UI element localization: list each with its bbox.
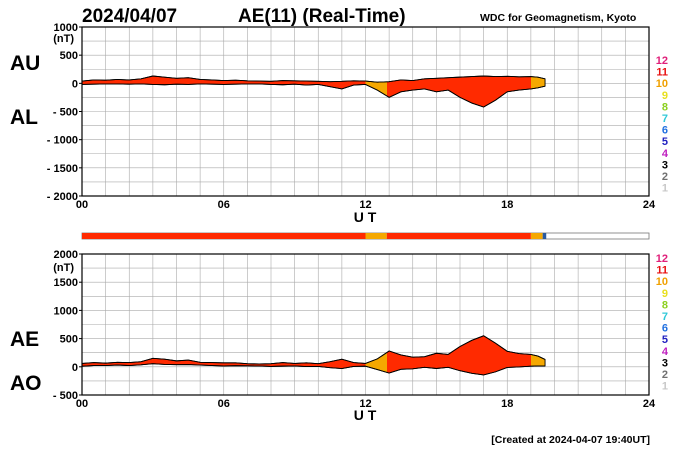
date-title: 2024/04/07 (82, 6, 177, 27)
au-al-panel: (nT) AU AL U T 1000 500 0 - 500 - 1000 - 1500… (10, 22, 656, 225)
x-tick-label: 06 (218, 398, 230, 410)
station-count-label: 11 (656, 265, 668, 277)
source-label: WDC for Geomagnetism, Kyoto (480, 12, 636, 24)
x-tick-label: 18 (501, 199, 513, 211)
y-tick-label: - 2000 (47, 191, 78, 203)
station-count-segment (542, 233, 547, 239)
y-tick-label: 1500 (54, 277, 78, 289)
index-band-bottom (81, 335, 546, 376)
station-count-label: 4 (662, 346, 669, 358)
x-tick-label: 24 (643, 199, 656, 211)
x-tick-label: 12 (359, 398, 371, 410)
x-tick-label: 18 (501, 398, 513, 410)
index-band-top (81, 75, 546, 108)
station-count-label: 2 (662, 171, 668, 183)
created-timestamp: [Created at 2024-04-07 19:40UT] (491, 434, 650, 446)
x-tick-label: 24 (643, 398, 656, 410)
station-count-label: 7 (662, 113, 668, 125)
ae-label: AE (10, 328, 39, 351)
y-tick-label: 500 (60, 334, 78, 346)
unit-label-bottom: (nT) (53, 262, 74, 274)
station-count-label: 3 (662, 159, 668, 171)
station-count-label: 2 (662, 369, 668, 381)
y-tick-label: 1000 (54, 305, 78, 317)
station-count-label: 8 (662, 299, 668, 311)
y-tick-label: - 500 (53, 107, 78, 119)
y-tick-label: 0 (72, 78, 78, 90)
station-count-label: 7 (662, 311, 668, 323)
al-label: AL (10, 106, 38, 129)
chart-title: AE(11) (Real-Time) (238, 6, 406, 27)
y-tick-label: 500 (60, 50, 78, 62)
station-count-segment (386, 233, 531, 239)
station-count-segment (365, 233, 387, 239)
plot-frame-bottom (81, 253, 650, 396)
station-count-label: 11 (656, 67, 668, 79)
station-count-label: 6 (662, 125, 668, 137)
station-count-label: 5 (662, 136, 668, 148)
station-count-strip (82, 233, 547, 239)
station-count-label: 3 (662, 357, 668, 369)
station-count-label: 10 (656, 276, 668, 288)
series-line-al (81, 83, 546, 108)
station-count-label: 6 (662, 323, 668, 335)
station-count-label: 1 (662, 183, 668, 195)
station-count-segment (530, 233, 543, 239)
station-count-label: 12 (656, 253, 668, 265)
au-label: AU (10, 52, 40, 75)
x-axis-label-top: U T (354, 209, 377, 225)
x-tick-label: 06 (218, 199, 230, 211)
station-count-segment (82, 233, 366, 239)
station-count-label: 9 (662, 288, 668, 300)
x-tick-label: 12 (359, 199, 371, 211)
series-line-ao (81, 363, 546, 376)
ao-label: AO (10, 372, 42, 395)
station-count-label: 8 (662, 101, 668, 113)
station-count-label: 12 (656, 55, 668, 67)
x-tick-label: 00 (76, 398, 88, 410)
y-tick-label: 0 (72, 362, 78, 374)
y-tick-label: 1000 (54, 22, 78, 34)
y-tick-label: - 1000 (47, 135, 78, 147)
series-line-ae (81, 335, 546, 365)
station-count-label: 9 (662, 90, 668, 102)
x-axis-label-bottom: U T (354, 407, 377, 423)
x-tick-label: 00 (76, 199, 88, 211)
station-count-label: 1 (662, 381, 668, 393)
series-line-au (81, 75, 546, 83)
y-tick-label: 2000 (54, 249, 78, 261)
y-tick-label: - 500 (53, 390, 78, 402)
unit-label-top: (nT) (53, 33, 74, 45)
grid-top (81, 26, 650, 197)
station-count-label: 4 (662, 148, 669, 160)
grid-bottom (81, 253, 650, 396)
station-count-label: 10 (656, 78, 668, 90)
y-tick-label: - 1500 (47, 163, 78, 175)
station-count-label: 5 (662, 334, 668, 346)
